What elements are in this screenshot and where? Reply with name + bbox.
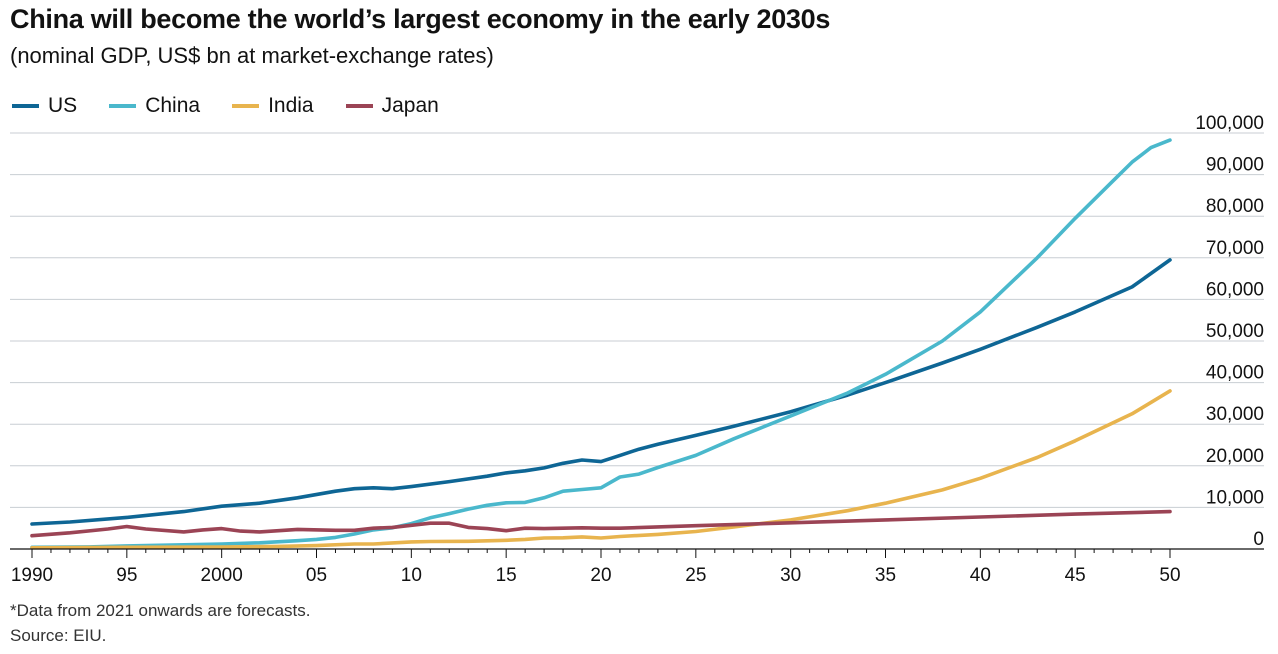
x-tick-label: 1990	[11, 565, 53, 586]
y-tick-label: 0	[1253, 529, 1264, 550]
legend-item-japan: Japan	[345, 94, 439, 118]
footnote: *Data from 2021 onwards are forecasts.	[10, 601, 311, 620]
x-tick-label: 45	[1065, 565, 1086, 586]
x-tick-label: 05	[306, 565, 327, 586]
legend-swatch-japan	[345, 104, 373, 108]
x-tick-label: 25	[685, 565, 706, 586]
x-tick-label: 40	[970, 565, 991, 586]
legend-label-japan: Japan	[381, 94, 439, 117]
source-note: Source: EIU.	[10, 626, 107, 645]
legend-item-us: US	[12, 94, 77, 118]
legend-label-us: US	[48, 94, 78, 117]
y-tick-label: 20,000	[1206, 446, 1264, 467]
legend: US China India Japan	[12, 94, 471, 118]
y-tick-label: 30,000	[1206, 404, 1264, 425]
y-tick-label: 100,000	[1195, 113, 1264, 134]
legend-item-india: India	[232, 94, 314, 118]
x-tick-label: 20	[590, 565, 611, 586]
series-line-japan	[30, 509, 1172, 538]
y-tick-label: 40,000	[1206, 363, 1264, 384]
x-tick-label: 95	[116, 565, 137, 586]
y-tick-label: 80,000	[1206, 196, 1264, 217]
series-line-china	[30, 138, 1172, 550]
y-tick-label: 10,000	[1206, 487, 1264, 508]
x-tick-label: 15	[496, 565, 517, 586]
x-tick-label: 30	[780, 565, 801, 586]
y-tick-label: 50,000	[1206, 321, 1264, 342]
x-tick-label: 10	[401, 565, 422, 586]
y-tick-label: 60,000	[1206, 279, 1264, 300]
series-line-us	[30, 258, 1172, 526]
legend-label-china: China	[145, 94, 201, 117]
legend-item-china: China	[109, 94, 200, 118]
series-line-india	[30, 389, 1172, 550]
chart-title: China will become the world’s largest ec…	[10, 4, 831, 34]
x-tick-label: 50	[1159, 565, 1180, 586]
legend-swatch-china	[109, 104, 137, 108]
x-tick-label: 2000	[201, 565, 243, 586]
x-tick-label: 35	[875, 565, 896, 586]
legend-swatch-us	[12, 104, 39, 108]
legend-label-india: India	[268, 94, 314, 117]
legend-swatch-india	[232, 104, 260, 108]
chart-subtitle: (nominal GDP, US$ bn at market-exchange …	[10, 43, 494, 68]
y-tick-label: 90,000	[1206, 155, 1264, 176]
y-tick-label: 70,000	[1206, 238, 1264, 259]
